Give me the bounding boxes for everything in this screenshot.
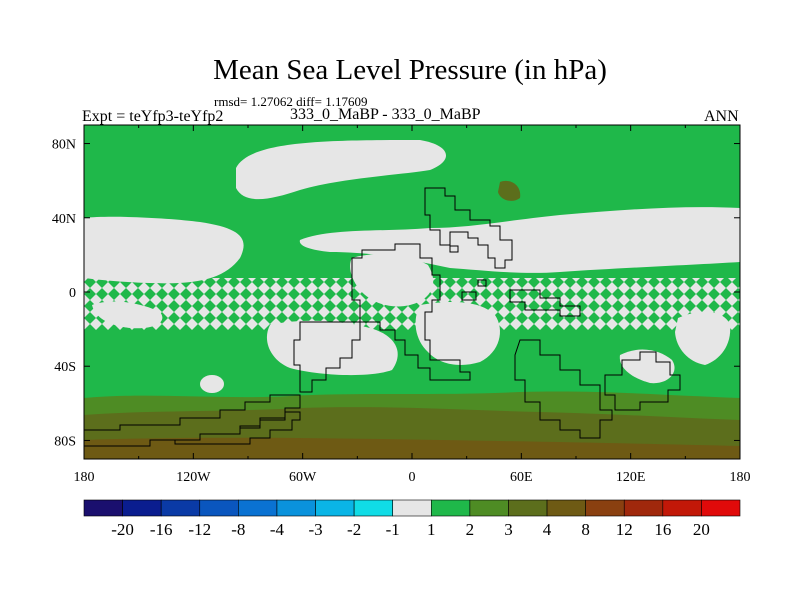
colorbar-label: -12 — [188, 520, 211, 539]
colorbar-label: 1 — [427, 520, 436, 539]
colorbar-swatch — [662, 499, 702, 517]
lat-tick-label: 0 — [69, 286, 76, 301]
lat-tick-label: 80S — [54, 434, 76, 449]
lat-tick-label: 40N — [52, 212, 76, 227]
colorbar-label: 20 — [693, 520, 710, 539]
season-label: ANN — [704, 108, 739, 125]
lat-tick-label: 80N — [52, 138, 76, 153]
colorbar-swatch — [122, 499, 162, 517]
lon-tick-label: 120E — [616, 470, 646, 485]
colorbar-label: -3 — [308, 520, 322, 539]
colorbar-swatch — [353, 499, 394, 517]
colorbar-label: -20 — [111, 520, 134, 539]
colorbar-swatch — [199, 499, 239, 517]
colorbar-label: 3 — [504, 520, 513, 539]
colorbar-label: 8 — [581, 520, 590, 539]
colorbar-swatch — [469, 499, 509, 517]
colorbar-swatch — [623, 499, 664, 517]
lon-tick-label: 180 — [74, 470, 95, 485]
field-near-zero — [84, 140, 740, 393]
stats-label: rmsd= 1.27062 diff= 1.17609 — [214, 94, 368, 109]
colorbar-swatch — [546, 499, 586, 517]
colorbar-label: -16 — [150, 520, 173, 539]
field-patch-north — [498, 180, 521, 201]
map-plot-area — [84, 125, 740, 459]
colorbar-label: -8 — [231, 520, 245, 539]
lon-tick-label: 60W — [289, 470, 317, 485]
colorbar-label: 4 — [543, 520, 552, 539]
experiment-label: Expt = teYfp3-teYfp2 — [82, 108, 224, 125]
colorbar-swatch — [392, 499, 432, 517]
colorbar-swatch — [701, 499, 741, 517]
longitude-axis: 180 120W 60W 0 60E 120E 180 — [74, 125, 751, 485]
coastlines — [84, 187, 681, 447]
colorbar-label: -1 — [386, 520, 400, 539]
colorbar-swatch — [508, 499, 548, 517]
colorbar-swatch — [83, 499, 123, 517]
colorbar-label: 2 — [466, 520, 475, 539]
colorbar-label: 12 — [616, 520, 633, 539]
case-label: 333_0_MaBP - 333_0_MaBP — [290, 106, 481, 123]
colorbar-label: 16 — [654, 520, 671, 539]
lat-tick-label: 40S — [54, 360, 76, 375]
colorbar-swatch — [430, 499, 471, 517]
field-4-to-8 — [84, 437, 740, 459]
colorbar-swatch — [276, 499, 316, 517]
lon-tick-label: 120W — [176, 470, 211, 485]
colorbar-swatch — [238, 499, 278, 517]
lon-tick-label: 60E — [510, 470, 533, 485]
lon-tick-label: 0 — [409, 470, 416, 485]
colorbar-label: -2 — [347, 520, 361, 539]
colorbar-swatch — [315, 499, 355, 517]
plot-title: Mean Sea Level Pressure (in hPa) — [213, 54, 607, 86]
colorbar-label: -4 — [270, 520, 285, 539]
latitude-axis: 80N 40N 0 40S 80S — [52, 138, 740, 449]
colorbar-swatch — [585, 499, 625, 517]
colorbar: -20 -16 -12 -8 -4 -3 -2 -1 1 2 3 4 8 12 16 20 — [83, 499, 741, 539]
colorbar-swatch — [160, 499, 201, 517]
lon-tick-label: 180 — [730, 470, 751, 485]
